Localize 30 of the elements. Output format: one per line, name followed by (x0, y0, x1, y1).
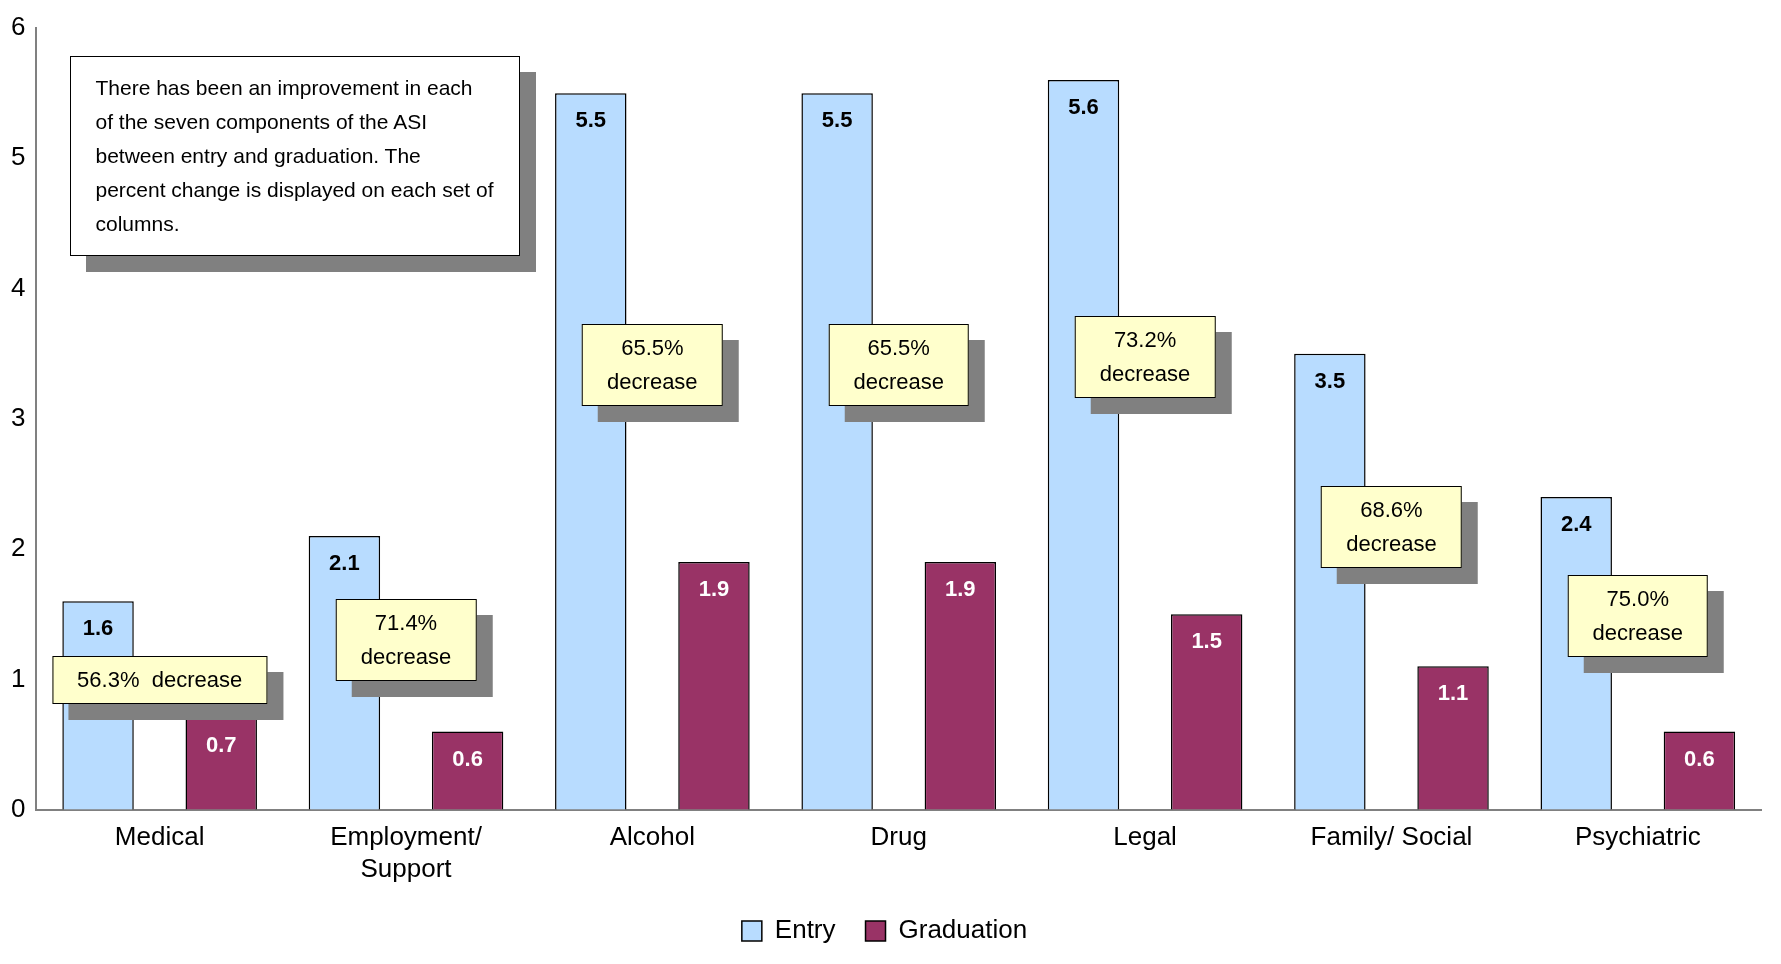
data-label: 3.5 (1314, 367, 1346, 393)
data-label: 1.6 (82, 615, 114, 641)
y-tick-label: 1 (10, 662, 26, 693)
data-label: 1.1 (1437, 680, 1469, 706)
x-tick-label: Medical (114, 821, 205, 852)
data-label: 2.1 (329, 550, 360, 576)
y-tick-label: 6 (10, 11, 26, 42)
x-tick-label: Legal (1113, 821, 1177, 852)
y-tick-label: 3 (10, 401, 26, 432)
x-tick-label: Employment/ Support (330, 821, 483, 883)
data-label: 5.5 (821, 107, 853, 133)
y-tick-label: 0 (10, 792, 26, 823)
x-tick-label: Family/ Social (1310, 821, 1473, 852)
y-tick-label: 4 (10, 271, 26, 302)
legend-label: Entry (774, 914, 836, 945)
x-tick-label: Alcohol (609, 821, 696, 852)
data-label: 5.6 (1068, 94, 1099, 120)
data-label: 0.6 (452, 745, 483, 771)
data-label: 0.7 (205, 732, 237, 758)
data-label: 1.9 (945, 576, 976, 602)
data-label: 0.6 (1684, 745, 1715, 771)
data-label: 1.9 (698, 576, 730, 602)
x-tick-label: Psychiatric (1574, 821, 1701, 852)
x-tick-label: Drug (870, 821, 927, 852)
legend-label: Graduation (898, 914, 1028, 945)
y-tick-label: 5 (10, 141, 26, 172)
data-label: 5.5 (575, 107, 607, 133)
data-label: 2.4 (1560, 511, 1593, 537)
data-label: 1.5 (1191, 628, 1222, 654)
y-tick-label: 2 (10, 532, 26, 563)
